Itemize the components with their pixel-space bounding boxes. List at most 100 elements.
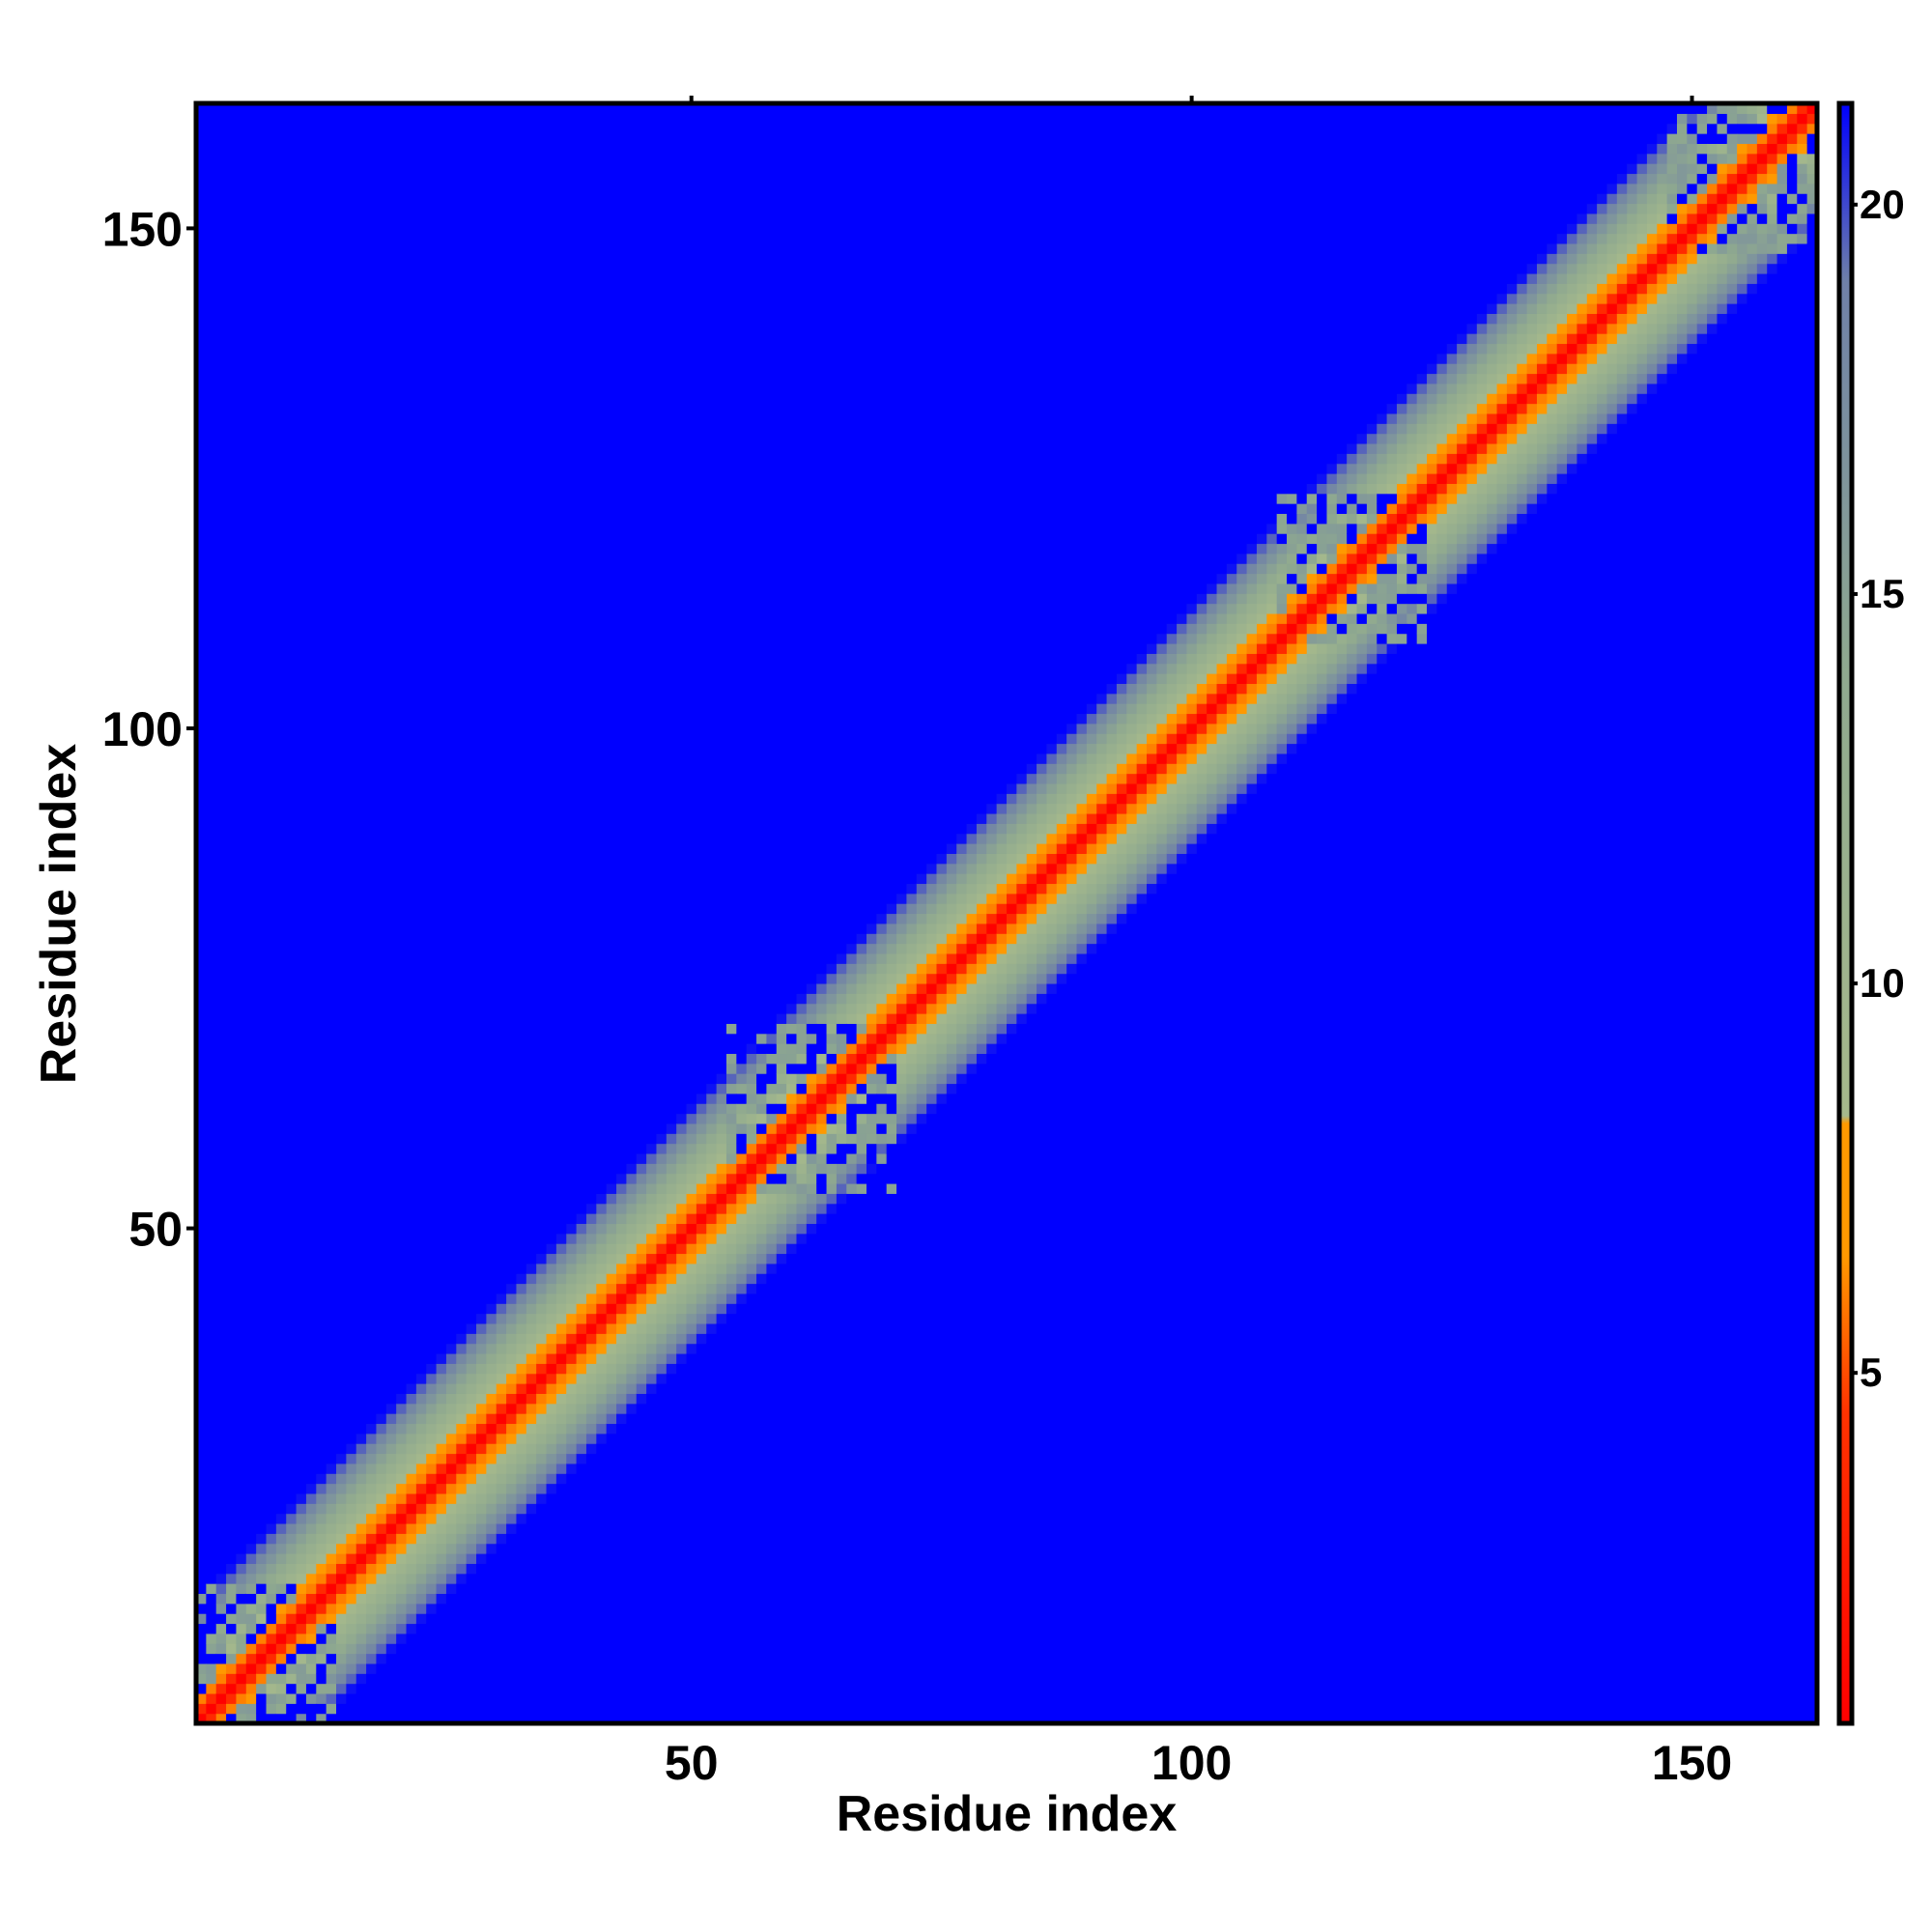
heatmap-cell (456, 1703, 468, 1715)
heatmap-cell (436, 103, 447, 114)
heatmap-cell (226, 973, 238, 984)
heatmap-cell (456, 1083, 468, 1094)
heatmap-cell (286, 763, 298, 775)
heatmap-cell (406, 733, 417, 745)
heatmap-cell (355, 1043, 367, 1055)
heatmap-cell (296, 1503, 307, 1515)
heatmap-cell (305, 683, 317, 695)
heatmap-cell (436, 1492, 447, 1504)
heatmap-cell (206, 463, 217, 474)
heatmap-cell (316, 473, 327, 484)
heatmap-cell (456, 1122, 468, 1134)
heatmap-cell (286, 1152, 298, 1164)
heatmap-cell (275, 153, 287, 164)
heatmap-cell (496, 1543, 507, 1554)
heatmap-cell (256, 1383, 268, 1394)
heatmap-cell (245, 1233, 257, 1244)
heatmap-cell (406, 1492, 417, 1504)
heatmap-cell (236, 863, 247, 874)
heatmap-cell (415, 393, 427, 405)
heatmap-cell (496, 1352, 507, 1364)
heatmap-cell (305, 663, 317, 674)
heatmap-cell (256, 1433, 268, 1444)
heatmap-cell (206, 663, 217, 674)
heatmap-cell (476, 1043, 487, 1055)
heatmap-cell (445, 1553, 457, 1564)
heatmap-cell (355, 143, 367, 155)
heatmap-cell (286, 1573, 298, 1584)
heatmap-cell (486, 1413, 497, 1425)
heatmap-cell (226, 373, 238, 384)
heatmap-cell (256, 1103, 268, 1115)
heatmap-cell (376, 1013, 387, 1024)
heatmap-cell (196, 403, 207, 414)
heatmap-cell (486, 1683, 497, 1694)
heatmap-cell (486, 1713, 497, 1724)
heatmap-cell (226, 703, 238, 715)
heatmap-cell (385, 233, 397, 244)
heatmap-cell (215, 833, 227, 844)
heatmap-cell (396, 1113, 408, 1124)
heatmap-cell (206, 293, 217, 304)
heatmap-cell (316, 503, 327, 515)
heatmap-cell (326, 453, 337, 465)
heatmap-cell (415, 313, 427, 325)
heatmap-cell (256, 383, 268, 394)
heatmap-cell (415, 293, 427, 304)
heatmap-cell (366, 133, 378, 145)
heatmap-cell (366, 412, 378, 424)
heatmap-cell (346, 1673, 357, 1685)
heatmap-cell (355, 1653, 367, 1664)
heatmap-cell (376, 1393, 387, 1405)
heatmap-cell (436, 313, 447, 325)
heatmap-cell (456, 823, 468, 835)
heatmap-cell (286, 623, 298, 635)
heatmap-cell (215, 1483, 227, 1494)
heatmap-cell (415, 1243, 427, 1255)
heatmap-cell (445, 1713, 457, 1724)
heatmap-cell (305, 653, 317, 665)
heatmap-cell (466, 1413, 477, 1425)
heatmap-cell (215, 703, 227, 715)
heatmap-cell (326, 713, 337, 724)
heatmap-cell (456, 982, 468, 994)
heatmap-cell (275, 803, 287, 814)
heatmap-cell (406, 833, 417, 844)
heatmap-cell (305, 1253, 317, 1264)
heatmap-cell (346, 723, 357, 734)
heatmap-cell (245, 1403, 257, 1414)
heatmap-cell (326, 1053, 337, 1065)
heatmap-cell (496, 1573, 507, 1584)
heatmap-cell (296, 873, 307, 885)
heatmap-cell (206, 1322, 217, 1334)
heatmap-cell (326, 633, 337, 644)
heatmap-cell (426, 1152, 438, 1164)
heatmap-cell (366, 323, 378, 334)
heatmap-cell (426, 733, 438, 745)
heatmap-cell (256, 593, 268, 605)
heatmap-cell (476, 1433, 487, 1444)
heatmap-cell (215, 503, 227, 515)
heatmap-cell (445, 1003, 457, 1014)
heatmap-cell (215, 943, 227, 954)
heatmap-cell (466, 903, 477, 915)
heatmap-cell (336, 933, 347, 945)
heatmap-cell (396, 683, 408, 695)
heatmap-cell (266, 993, 277, 1005)
heatmap-cell (406, 573, 417, 584)
heatmap-cell (206, 1023, 217, 1035)
heatmap-cell (226, 1352, 238, 1364)
heatmap-cell (266, 1193, 277, 1205)
heatmap-cell (415, 1633, 427, 1644)
heatmap-cell (496, 913, 507, 924)
heatmap-cell (215, 1143, 227, 1154)
heatmap-cell (436, 1213, 447, 1225)
heatmap-cell (445, 543, 457, 554)
heatmap-cell (376, 543, 387, 554)
heatmap-cell (236, 1322, 247, 1334)
heatmap-cell (206, 1662, 217, 1674)
heatmap-cell (406, 1503, 417, 1515)
heatmap-cell (286, 753, 298, 764)
heatmap-cell (406, 1513, 417, 1524)
heatmap-cell (275, 442, 287, 454)
